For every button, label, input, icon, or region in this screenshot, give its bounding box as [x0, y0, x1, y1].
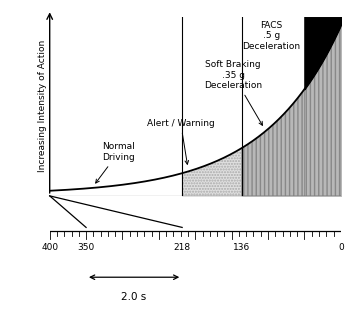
Y-axis label: Increasing Intensity of Action: Increasing Intensity of Action: [38, 40, 47, 172]
Text: 136: 136: [233, 242, 250, 252]
Text: FACS
.5 g
Deceleration: FACS .5 g Deceleration: [242, 21, 324, 51]
Text: Normal
Driving: Normal Driving: [96, 142, 135, 183]
Text: Alert / Warning: Alert / Warning: [147, 119, 214, 164]
Text: 2.0 s: 2.0 s: [121, 292, 147, 302]
Text: 350: 350: [77, 242, 95, 252]
Text: 0: 0: [338, 242, 344, 252]
Text: Soft Braking
.35 g
Deceleration: Soft Braking .35 g Deceleration: [204, 60, 262, 125]
Text: 218: 218: [174, 242, 191, 252]
Text: 400: 400: [41, 242, 58, 252]
